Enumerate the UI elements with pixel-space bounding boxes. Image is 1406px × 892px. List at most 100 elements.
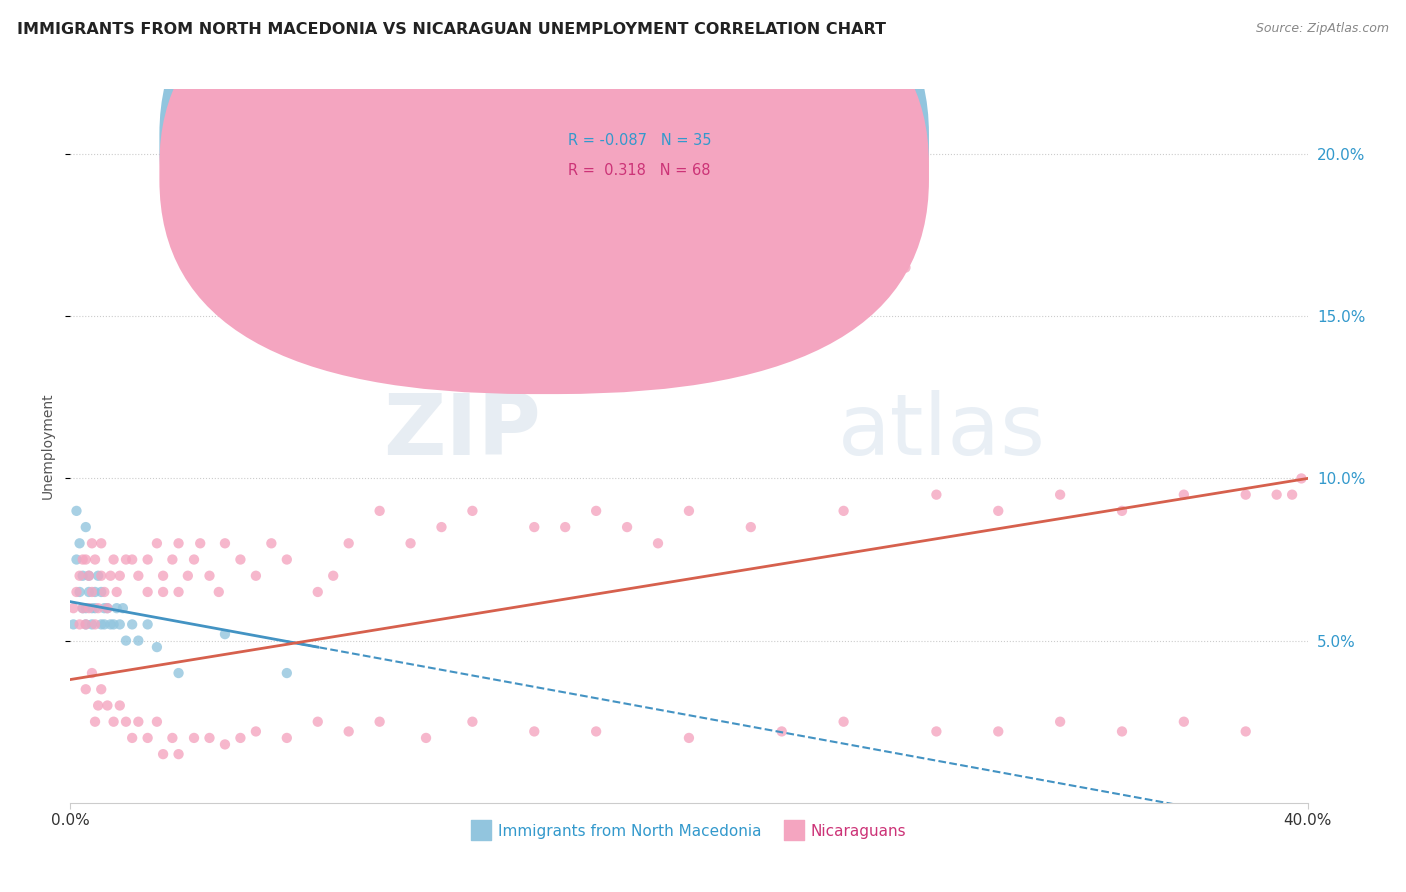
Point: [136, 552, 159, 566]
Point: [1173, 488, 1195, 502]
Point: [72, 601, 94, 615]
Point: [87, 568, 110, 582]
Point: [72, 601, 94, 615]
Point: [987, 724, 1010, 739]
Point: [925, 724, 948, 739]
Point: [77, 568, 100, 582]
Point: [177, 568, 200, 582]
Point: [65, 552, 87, 566]
Point: [1281, 488, 1303, 502]
Point: [77, 601, 100, 615]
Point: [1265, 488, 1288, 502]
Point: [214, 627, 236, 641]
Point: [72, 552, 94, 566]
Point: [740, 520, 762, 534]
Point: [115, 633, 138, 648]
Point: [90, 617, 112, 632]
Point: [136, 731, 159, 745]
Point: [307, 714, 329, 729]
Point: [260, 536, 283, 550]
Point: [69, 536, 91, 550]
Legend: Immigrants from North Macedonia, Nicaraguans: Immigrants from North Macedonia, Nicarag…: [465, 817, 912, 845]
Point: [183, 552, 205, 566]
Point: [987, 504, 1010, 518]
Point: [167, 536, 190, 550]
Point: [65, 504, 87, 518]
Point: [108, 568, 131, 582]
Point: [208, 585, 231, 599]
Point: [523, 724, 546, 739]
Point: [69, 568, 91, 582]
Text: Source: ZipAtlas.com: Source: ZipAtlas.com: [1256, 22, 1389, 36]
Point: [80, 536, 103, 550]
Point: [167, 747, 190, 761]
Point: [368, 504, 391, 518]
Point: [77, 568, 100, 582]
Point: [108, 698, 131, 713]
Text: R =  0.318   N = 68: R = 0.318 N = 68: [568, 163, 710, 178]
Point: [115, 552, 138, 566]
Point: [198, 568, 221, 582]
Text: R = -0.087   N = 35: R = -0.087 N = 35: [568, 133, 711, 148]
Point: [1234, 724, 1257, 739]
Point: [245, 568, 267, 582]
Point: [678, 731, 700, 745]
Point: [152, 568, 174, 582]
Point: [245, 724, 267, 739]
Point: [152, 585, 174, 599]
Point: [87, 601, 110, 615]
Point: [1049, 714, 1071, 729]
Point: [75, 617, 97, 632]
Point: [461, 714, 484, 729]
Point: [80, 585, 103, 599]
Point: [136, 585, 159, 599]
Point: [183, 731, 205, 745]
Point: [103, 617, 125, 632]
Point: [322, 568, 344, 582]
FancyBboxPatch shape: [506, 105, 766, 198]
Point: [100, 617, 122, 632]
Point: [1291, 471, 1313, 485]
Point: [90, 682, 112, 697]
Point: [678, 504, 700, 518]
Point: [80, 666, 103, 681]
Text: ZIP: ZIP: [382, 390, 540, 474]
Point: [188, 536, 211, 550]
Point: [523, 520, 546, 534]
Point: [90, 568, 112, 582]
FancyBboxPatch shape: [159, 0, 929, 394]
Point: [62, 617, 84, 632]
Point: [1234, 488, 1257, 502]
Point: [585, 504, 607, 518]
Point: [585, 724, 607, 739]
Point: [93, 585, 115, 599]
Point: [84, 601, 107, 615]
Point: [894, 260, 917, 275]
Point: [65, 585, 87, 599]
Point: [647, 536, 669, 550]
Point: [93, 601, 115, 615]
Point: [103, 714, 125, 729]
Point: [146, 536, 169, 550]
Point: [368, 714, 391, 729]
Point: [115, 714, 138, 729]
Point: [72, 568, 94, 582]
Point: [90, 585, 112, 599]
Point: [616, 520, 638, 534]
Point: [80, 617, 103, 632]
Point: [105, 601, 128, 615]
Point: [77, 585, 100, 599]
Point: [127, 633, 149, 648]
Point: [1049, 488, 1071, 502]
Point: [69, 585, 91, 599]
Point: [399, 536, 422, 550]
Point: [96, 698, 118, 713]
Point: [108, 617, 131, 632]
Point: [111, 601, 134, 615]
Point: [84, 617, 107, 632]
Point: [925, 488, 948, 502]
Point: [127, 568, 149, 582]
Point: [461, 504, 484, 518]
Point: [276, 552, 298, 566]
Point: [62, 601, 84, 615]
